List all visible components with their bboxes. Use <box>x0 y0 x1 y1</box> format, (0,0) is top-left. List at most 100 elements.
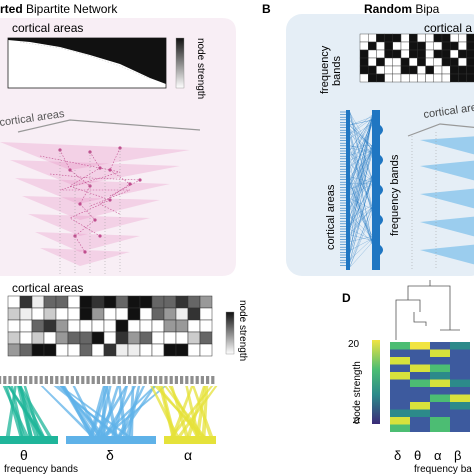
matrix-cell <box>199 307 213 321</box>
panel-b-matrix-side-label-2: bands <box>331 56 343 86</box>
matrix-cell <box>151 307 165 321</box>
layer <box>420 160 474 181</box>
matrix-cell <box>91 331 105 345</box>
band-bar-alpha <box>164 436 216 444</box>
matrix-cell <box>384 73 394 83</box>
matrix-cell <box>441 57 451 67</box>
matrix-cell <box>31 319 45 333</box>
heatmap-cell <box>390 342 410 350</box>
cortical-area-bar <box>65 376 69 384</box>
matrix-cell <box>359 65 369 75</box>
link <box>349 177 373 190</box>
link <box>349 116 373 178</box>
heatmap-cell <box>430 372 450 380</box>
cortical-area-bar <box>60 376 64 384</box>
link <box>349 147 373 251</box>
heatmap-cell <box>450 357 470 365</box>
heatmap-cell <box>450 409 470 417</box>
matrix-cell <box>409 49 418 59</box>
heatmap-cell <box>410 387 430 395</box>
matrix-cell <box>7 295 21 309</box>
matrix-cell <box>55 295 69 309</box>
colorbar-gradient <box>225 311 235 355</box>
matrix-cell <box>7 331 21 345</box>
layer <box>420 136 474 155</box>
x-label-beta: β <box>454 448 461 463</box>
matrix-cell <box>458 73 467 83</box>
fan-link <box>129 386 135 436</box>
heatmap-cell <box>430 364 450 372</box>
matrix-cell <box>458 65 467 75</box>
matrix-cell <box>392 49 402 59</box>
matrix-cell <box>79 295 93 309</box>
matrix-cell <box>433 33 443 43</box>
fan-link <box>88 386 106 436</box>
link <box>349 160 373 206</box>
heatmap-cell <box>390 402 410 410</box>
matrix-cell <box>163 295 177 309</box>
matrix-cell <box>400 41 410 51</box>
frequency-band-fans <box>2 386 218 436</box>
panel-a-matrix-label: cortical areas <box>12 21 83 35</box>
link <box>349 119 373 150</box>
link <box>349 131 373 154</box>
x-label-delta: δ <box>394 448 401 463</box>
cortical-area-bar <box>3 376 7 384</box>
matrix-cell <box>115 307 129 321</box>
matrix-cell <box>151 295 165 309</box>
cortical-area-bar <box>34 376 38 384</box>
heatmap-cell <box>390 372 410 380</box>
fan-link <box>7 386 44 436</box>
matrix-cell <box>139 307 153 321</box>
heatmap-cell <box>390 409 410 417</box>
matrix-cell <box>19 331 33 345</box>
panel-c-colorbar: node strength <box>225 300 248 361</box>
matrix-cell <box>187 331 201 345</box>
cortical-area-bar <box>50 376 54 384</box>
link <box>349 150 373 161</box>
fan-link <box>170 386 189 436</box>
cortical-area-bar <box>148 376 152 384</box>
matrix-cell <box>359 73 369 83</box>
matrix-cell <box>376 33 385 43</box>
cortical-area-bar <box>70 376 74 384</box>
layer <box>28 214 150 236</box>
panel-c-bottom-label: frequency bands <box>4 464 78 474</box>
heatmap-cell <box>450 342 470 350</box>
link <box>349 176 373 261</box>
cortical-area-bar <box>206 376 210 384</box>
link <box>349 206 373 234</box>
fan-link <box>17 386 39 436</box>
heatmap-cell <box>430 402 450 410</box>
band-bar-delta <box>66 436 156 444</box>
matrix-cell <box>55 343 69 357</box>
link <box>349 238 373 251</box>
random-matrix <box>359 33 474 83</box>
layer <box>420 216 474 237</box>
random-network-links <box>340 111 373 268</box>
matrix-cell <box>199 343 213 357</box>
cortical-area-bar <box>180 376 184 384</box>
layer <box>10 160 180 186</box>
link <box>349 136 373 242</box>
matrix-cell <box>417 33 426 43</box>
nested-matrix-edge <box>19 41 151 80</box>
cortical-area-bar <box>24 376 28 384</box>
heatmap-cell <box>450 379 470 387</box>
matrix-cell <box>433 41 443 51</box>
heatmap-cell <box>410 342 430 350</box>
matrix-cell <box>466 41 474 51</box>
fan-link <box>18 386 52 436</box>
matrix-cell <box>384 57 394 67</box>
matrix-cell <box>175 307 189 321</box>
matrix-cell <box>458 49 467 59</box>
fan-link <box>10 386 25 436</box>
link <box>349 213 373 267</box>
matrix-cell <box>384 33 394 43</box>
matrix-cell <box>103 307 117 321</box>
link <box>349 183 373 244</box>
link <box>349 209 373 230</box>
matrix-cell <box>359 33 369 43</box>
x-label-theta: θ <box>414 448 421 463</box>
cortical-area-bar <box>8 376 12 384</box>
